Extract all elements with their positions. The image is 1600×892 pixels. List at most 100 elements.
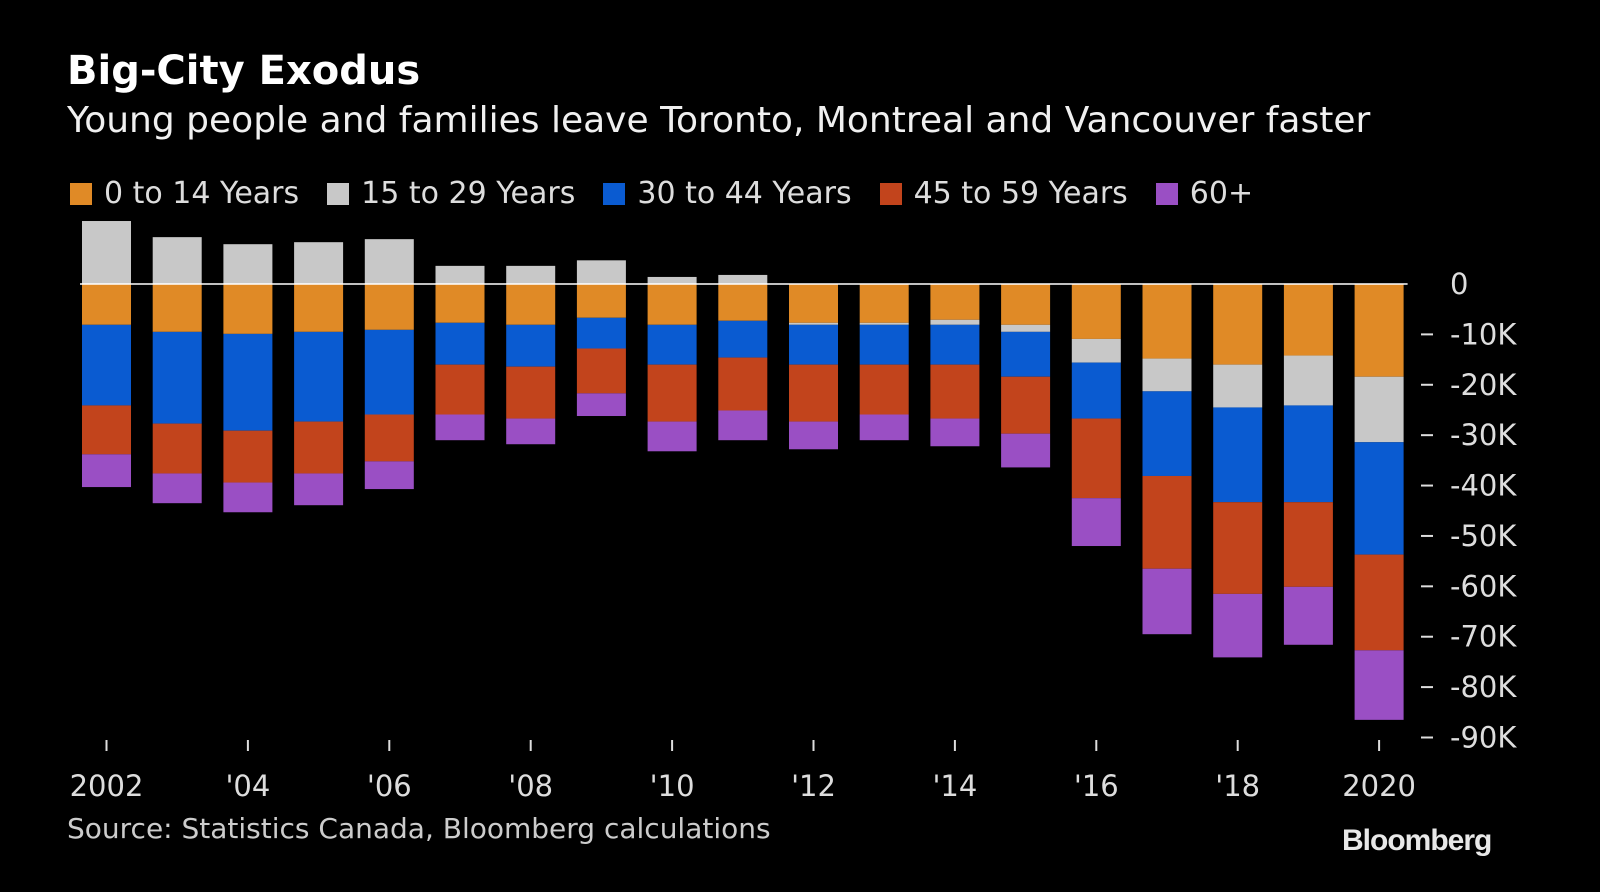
bar-segment bbox=[789, 322, 838, 325]
legend-item: 15 to 29 Years bbox=[327, 176, 575, 211]
bar-segment bbox=[718, 284, 768, 321]
bar-segment bbox=[364, 284, 414, 330]
x-tick-label: '10 bbox=[650, 769, 695, 803]
bar-segment bbox=[647, 276, 697, 284]
bar-segment bbox=[930, 324, 980, 365]
bar-segment bbox=[576, 393, 626, 417]
bar-segment bbox=[1213, 364, 1263, 408]
bar-segment bbox=[718, 274, 768, 284]
x-tick-label: '12 bbox=[791, 769, 836, 803]
legend-label: 0 to 14 Years bbox=[104, 176, 300, 211]
bar-segment bbox=[576, 317, 626, 349]
bar-segment bbox=[506, 418, 556, 445]
bar-segment bbox=[223, 244, 273, 284]
bar-segment bbox=[82, 454, 131, 488]
bar-segment bbox=[82, 405, 131, 455]
bar-segment bbox=[1071, 418, 1121, 499]
y-tick-label: -80K bbox=[1450, 670, 1517, 704]
legend-label: 45 to 59 Years bbox=[913, 176, 1128, 211]
bar-segment bbox=[789, 364, 838, 422]
bar-segment bbox=[1001, 331, 1051, 377]
bar-segment bbox=[789, 421, 838, 450]
bar-segment bbox=[82, 284, 131, 325]
x-tick-label: 2002 bbox=[70, 769, 144, 803]
bar-segment bbox=[859, 284, 909, 323]
bar-segment bbox=[1213, 593, 1263, 658]
bar-segment bbox=[435, 265, 485, 284]
bar-segment bbox=[647, 284, 697, 325]
bar-segment bbox=[152, 237, 202, 284]
legend-item: 0 to 14 Years bbox=[70, 176, 299, 211]
y-tick-label: -60K bbox=[1450, 569, 1517, 603]
bar-segment bbox=[718, 410, 768, 441]
bar-segment bbox=[1283, 405, 1333, 503]
bar-segment bbox=[1142, 391, 1192, 476]
bar-segment bbox=[789, 284, 838, 323]
bar-segment bbox=[1142, 358, 1192, 392]
legend-swatch bbox=[70, 182, 92, 205]
x-tick-label: '04 bbox=[225, 769, 270, 803]
bar-segment bbox=[930, 364, 980, 419]
y-tick-label: -70K bbox=[1450, 620, 1517, 654]
bar-segment bbox=[576, 348, 626, 394]
chart-title: Big-City Exodus bbox=[67, 48, 421, 94]
x-tick-label: '16 bbox=[1074, 769, 1119, 803]
bar-segment bbox=[859, 364, 909, 415]
legend-item: 45 to 59 Years bbox=[879, 176, 1128, 211]
bar-segment bbox=[1283, 355, 1333, 406]
legend-swatch bbox=[1155, 182, 1178, 205]
bar-segment bbox=[223, 333, 273, 431]
bar-segment bbox=[506, 284, 556, 325]
y-tick-label: 0 bbox=[1450, 267, 1468, 301]
source-note: Source: Statistics Canada, Bloomberg cal… bbox=[67, 812, 771, 845]
bar-segment bbox=[576, 260, 626, 284]
bar-segment bbox=[930, 418, 980, 447]
bar-segment bbox=[364, 461, 414, 490]
bar-segment bbox=[294, 242, 344, 284]
bar-segment bbox=[1001, 324, 1051, 332]
bar-segment bbox=[294, 421, 344, 474]
bar-segment bbox=[930, 319, 980, 325]
bar-segment bbox=[789, 324, 838, 365]
bar-segment bbox=[1071, 362, 1121, 419]
x-tick-label: 2020 bbox=[1342, 769, 1416, 803]
bar-segment bbox=[1354, 554, 1404, 651]
chart-subtitle: Young people and families leave Toronto,… bbox=[67, 100, 1371, 141]
bar-segment bbox=[152, 473, 202, 504]
bar-segment bbox=[1001, 284, 1051, 325]
legend-swatch bbox=[327, 182, 350, 205]
y-tick-label: -50K bbox=[1450, 519, 1517, 553]
bar-segment bbox=[1071, 284, 1121, 339]
bar-segment bbox=[1213, 502, 1263, 594]
bar-segment bbox=[1354, 284, 1404, 377]
bar-segment bbox=[294, 331, 344, 422]
bar-segment bbox=[1001, 376, 1051, 434]
bar-segment bbox=[1213, 407, 1263, 503]
y-tick-label: -90K bbox=[1450, 720, 1517, 754]
y-tick-label: -40K bbox=[1450, 469, 1517, 503]
bar-segment bbox=[718, 320, 768, 358]
bar-segment bbox=[223, 430, 273, 483]
bar-segment bbox=[1142, 475, 1192, 569]
bar-segment bbox=[152, 331, 202, 424]
y-tick-label: -20K bbox=[1450, 368, 1517, 402]
legend-swatch bbox=[879, 182, 902, 205]
x-tick-label: '06 bbox=[367, 769, 412, 803]
bar-segment bbox=[294, 473, 344, 506]
bar-segment bbox=[859, 414, 909, 441]
bar-segment bbox=[435, 322, 485, 365]
bar-segment bbox=[506, 324, 556, 367]
bar-segment bbox=[1001, 433, 1051, 468]
bar-segment bbox=[1283, 284, 1333, 356]
bar-segment bbox=[647, 364, 697, 422]
x-tick-label: '14 bbox=[932, 769, 977, 803]
bar-segment bbox=[435, 364, 485, 415]
bloomberg-logo: Bloomberg bbox=[1342, 824, 1492, 857]
bar-segment bbox=[1283, 502, 1333, 587]
bar-segment bbox=[647, 324, 697, 365]
bar-segment bbox=[152, 423, 202, 474]
legend-label: 60+ bbox=[1189, 176, 1254, 211]
y-tick-label: -10K bbox=[1450, 317, 1517, 351]
bar-segment bbox=[576, 284, 626, 318]
y-tick-label: -30K bbox=[1450, 418, 1517, 452]
